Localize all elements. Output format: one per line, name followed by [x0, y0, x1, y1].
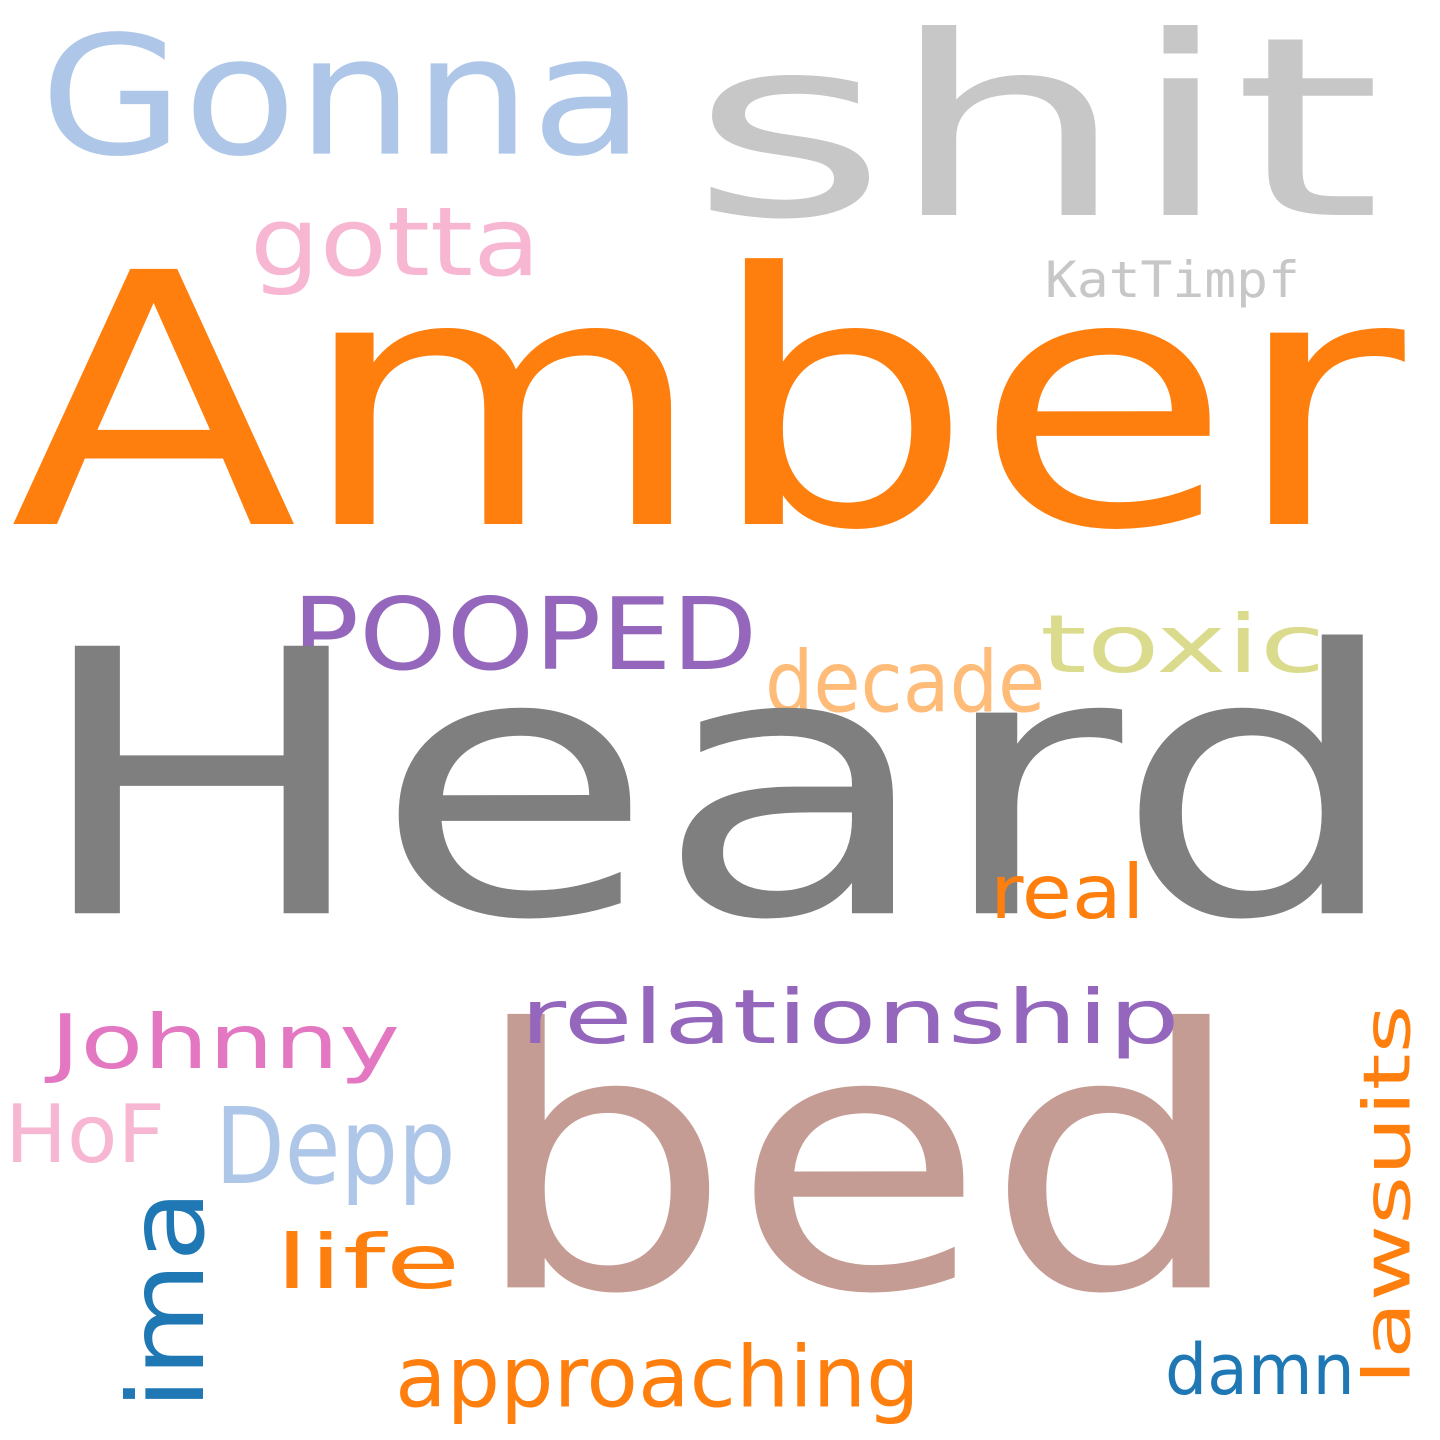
word-ima: ima [105, 1189, 229, 1410]
word-bed: bed [470, 952, 1247, 1374]
word-damn: damn [1165, 1328, 1355, 1411]
word-amber: Amber [10, 198, 1405, 608]
word-relationship: relationship [520, 973, 1180, 1061]
word-johnny: Johnny [50, 998, 400, 1086]
word-life: life [275, 1218, 461, 1306]
word-toxic: toxic [1040, 597, 1326, 692]
word-pooped: POOPED [292, 576, 758, 693]
word-approaching: approaching [395, 1327, 920, 1427]
word-lawsuits: lawsuits [1349, 1004, 1426, 1385]
word-gonna: Gonna [40, 0, 645, 194]
word-gotta: gotta [250, 186, 541, 298]
word-kattimpf: KatTimpf [1045, 250, 1300, 309]
word-real: real [990, 848, 1145, 936]
word-shit: shit [690, 0, 1382, 275]
word-heard: Heard [30, 571, 1405, 1002]
word-decade: decade [765, 632, 1046, 732]
word-hof: HoF [5, 1087, 165, 1182]
word-depp: Depp [215, 1085, 456, 1209]
